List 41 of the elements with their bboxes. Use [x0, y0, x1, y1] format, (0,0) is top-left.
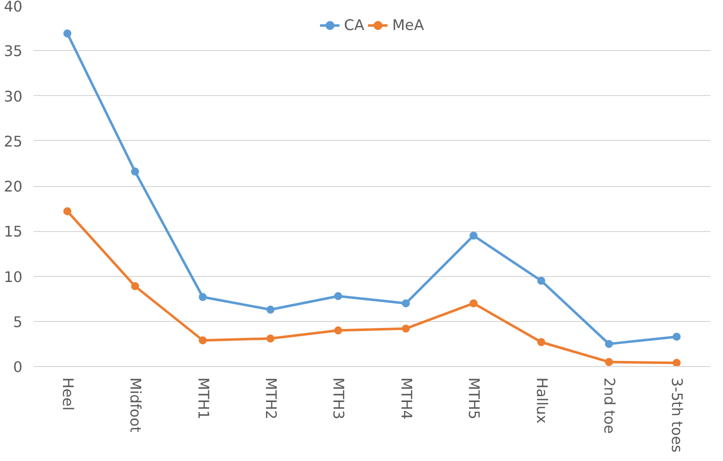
legend-label: MeA [392, 16, 424, 34]
y-tick-label: 25 [4, 133, 23, 150]
x-tick-label: MTH4 [397, 378, 414, 420]
point [537, 338, 546, 346]
point [198, 336, 207, 344]
point [402, 324, 410, 333]
legend-label: CA [344, 16, 364, 34]
point [334, 292, 342, 300]
point [198, 293, 207, 301]
point [537, 276, 546, 285]
point [334, 326, 342, 334]
y-tick-label: 15 [4, 224, 23, 241]
point [131, 282, 140, 290]
y-tick-label: 30 [4, 88, 23, 106]
point [470, 232, 478, 240]
point [672, 332, 681, 341]
y-tick-label: 10 [4, 268, 23, 286]
x-tick-label: Hallux [532, 378, 550, 424]
x-tick-label: MTH5 [465, 378, 482, 420]
x-tick-label: MTH1 [194, 378, 212, 420]
point [672, 358, 681, 366]
x-tick-label: Midfoot [126, 378, 144, 433]
y-tick-label: 5 [13, 314, 23, 331]
point [604, 358, 613, 366]
point [63, 207, 72, 216]
point [402, 299, 410, 308]
point [131, 168, 140, 176]
y-tick-label: 40 [4, 0, 23, 16]
x-tick-label: MTH3 [330, 378, 347, 420]
point [63, 29, 72, 38]
point [266, 334, 274, 343]
point [470, 299, 478, 308]
x-tick-label: 3-5th toes [668, 378, 686, 452]
y-tick-label: 35 [4, 43, 23, 60]
y-tick-label: 0 [13, 359, 23, 376]
x-tick-label: MTH2 [262, 378, 279, 420]
x-tick-label: Heel [58, 378, 76, 411]
point [266, 306, 274, 314]
x-tick-label: 2nd toe [600, 378, 618, 434]
y-tick-label: 20 [4, 178, 23, 196]
point [604, 340, 613, 348]
